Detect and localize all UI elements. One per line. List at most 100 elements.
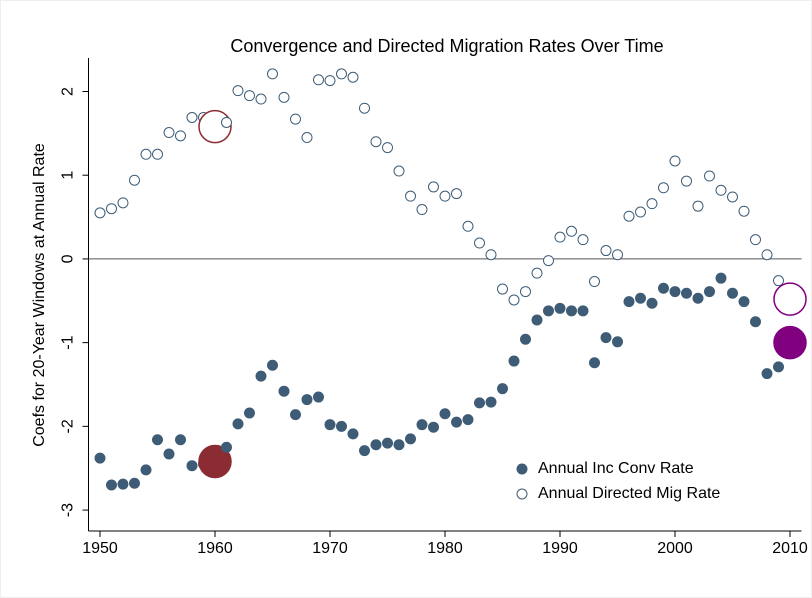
point: [451, 416, 462, 428]
point: [94, 207, 106, 219]
point: [117, 478, 129, 490]
y-tick-label: 1: [60, 171, 77, 180]
y-tick-label: -2: [60, 419, 77, 433]
point: [600, 332, 612, 344]
point: [485, 249, 497, 261]
point: [313, 391, 324, 403]
point: [278, 385, 290, 397]
point: [635, 292, 646, 304]
point: [646, 198, 658, 210]
point: [428, 181, 439, 193]
point: [715, 272, 727, 284]
point: [382, 437, 393, 449]
point: [623, 296, 635, 308]
point: [405, 433, 416, 445]
point: [290, 409, 301, 421]
point: [140, 148, 152, 160]
point: [462, 414, 474, 426]
highlight-point: [198, 444, 232, 479]
point: [94, 452, 106, 464]
legend-marker: [516, 488, 528, 500]
point: [669, 155, 681, 167]
point: [589, 276, 600, 288]
point: [612, 249, 623, 261]
point: [416, 204, 428, 216]
point: [543, 305, 554, 317]
point: [543, 255, 554, 267]
point: [600, 245, 612, 257]
point: [370, 136, 382, 148]
point: [646, 297, 658, 309]
highlight-point: [773, 325, 807, 360]
chart-title: Convergence and Directed Migration Rates…: [230, 36, 663, 56]
point: [497, 383, 508, 395]
point: [669, 286, 681, 298]
point: [520, 333, 531, 345]
point: [393, 165, 405, 177]
point: [232, 418, 244, 430]
point: [416, 419, 428, 431]
point: [704, 170, 715, 182]
point: [715, 184, 727, 196]
point: [232, 85, 244, 97]
x-tick-label: 1990: [542, 540, 578, 557]
point: [175, 434, 186, 446]
x-tick-label: 2000: [657, 540, 693, 557]
point: [773, 275, 784, 287]
point: [474, 397, 485, 409]
y-tick-label: -3: [60, 503, 77, 517]
point: [267, 359, 278, 371]
point: [761, 368, 773, 380]
legend-label: Annual Inc Conv Rate: [538, 460, 694, 477]
x-tick-label: 1980: [427, 540, 463, 557]
point: [186, 111, 198, 123]
y-axis-label: Coefs for 20-Year Windows at Annual Rate: [31, 143, 48, 447]
point: [474, 237, 485, 249]
point: [117, 197, 129, 209]
point: [554, 302, 566, 314]
legend-label: Annual Directed Mig Rate: [538, 485, 720, 502]
legend-marker: [516, 463, 528, 475]
point: [382, 142, 393, 154]
point: [393, 439, 405, 451]
point: [140, 464, 152, 476]
point: [531, 267, 543, 279]
point: [531, 314, 543, 326]
point: [761, 249, 773, 261]
point: [727, 287, 738, 299]
x-tick-label: 2010: [772, 540, 808, 557]
point: [359, 102, 370, 114]
point: [520, 286, 531, 298]
point: [451, 188, 462, 200]
point: [129, 174, 140, 186]
point: [129, 477, 140, 489]
point: [106, 479, 117, 491]
point: [577, 305, 589, 317]
highlight-point: [773, 282, 807, 316]
point: [681, 175, 692, 187]
point: [692, 292, 704, 304]
point: [244, 90, 255, 102]
point: [566, 305, 577, 317]
point: [163, 448, 175, 460]
point: [347, 428, 359, 440]
point: [336, 420, 347, 432]
point: [106, 203, 117, 215]
point: [324, 419, 336, 431]
point: [704, 286, 715, 298]
point: [313, 74, 324, 86]
point: [301, 132, 313, 144]
point: [255, 370, 267, 382]
point: [497, 283, 508, 295]
point: [612, 336, 623, 348]
point: [623, 210, 635, 222]
point: [738, 296, 750, 308]
x-tick-label: 1960: [197, 540, 233, 557]
point: [485, 396, 497, 408]
point: [658, 182, 669, 194]
point: [290, 113, 301, 125]
point: [221, 116, 232, 128]
x-tick-label: 1950: [82, 540, 118, 557]
